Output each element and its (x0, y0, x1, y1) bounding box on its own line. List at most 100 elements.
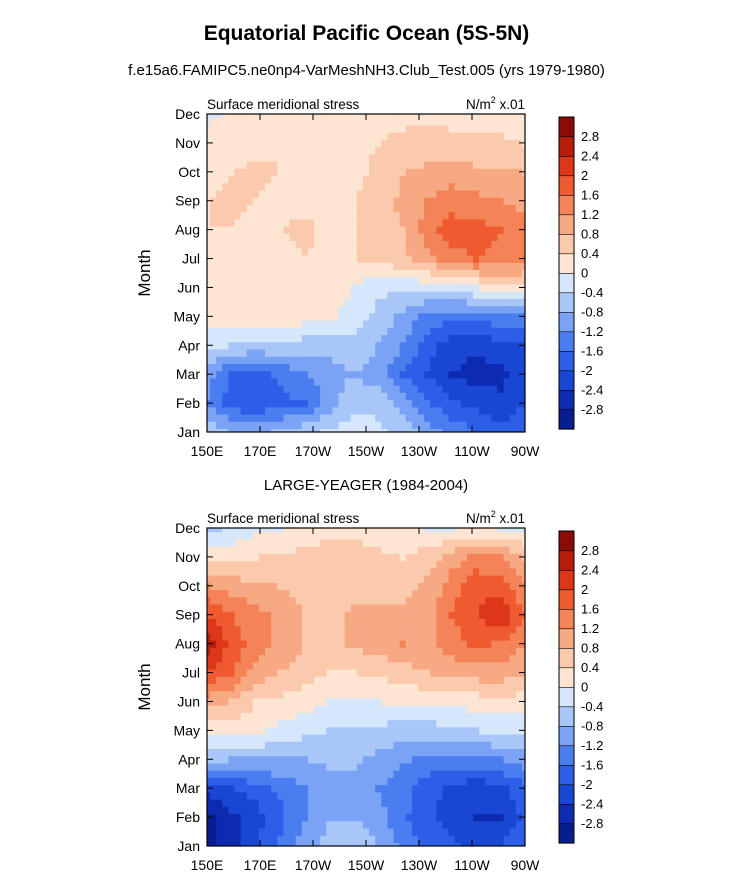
heatmap-cell (216, 262, 223, 270)
heatmap-cell (356, 538, 364, 547)
heatmap-cell (362, 799, 370, 807)
heatmap-cell (442, 283, 450, 292)
heatmap-cell (393, 356, 401, 364)
heatmap-cell (344, 647, 352, 656)
heatmap-cell (338, 827, 346, 836)
heatmap-cell (454, 531, 462, 540)
heatmap-cell (289, 218, 297, 227)
heatmap-cell (338, 153, 346, 162)
heatmap-cell (301, 146, 309, 155)
heatmap-cell (430, 799, 437, 807)
heatmap-cell (375, 762, 382, 771)
heatmap-cell (271, 733, 278, 742)
heatmap-cell (460, 312, 468, 321)
heatmap-cell (381, 813, 389, 822)
heatmap-cell (265, 428, 272, 432)
heatmap-cell (479, 647, 486, 656)
heatmap-cell (338, 777, 346, 786)
heatmap-cell (411, 697, 419, 706)
heatmap-cell (387, 139, 395, 148)
heatmap-cell (320, 611, 327, 619)
heatmap-cell (473, 528, 480, 533)
heatmap-cell (216, 546, 223, 554)
heatmap-cell (320, 712, 327, 721)
heatmap-cell (473, 574, 480, 583)
heatmap-cell (350, 770, 358, 778)
heatmap-cell (332, 560, 340, 569)
heatmap-cell (252, 618, 260, 627)
heatmap-cell (207, 806, 211, 815)
heatmap-cell (473, 334, 480, 343)
heatmap-cell (521, 806, 525, 815)
heatmap-cell (479, 363, 486, 372)
heatmap-cell (497, 189, 505, 198)
heatmap-cell (301, 370, 309, 379)
heatmap-cell (436, 676, 444, 684)
heatmap-cell (350, 647, 358, 656)
heatmap-cell (473, 531, 480, 540)
heatmap-cell (369, 574, 376, 583)
heatmap-cell (417, 683, 425, 692)
heatmap-cell (228, 356, 236, 364)
heatmap-cell (234, 553, 242, 562)
heatmap-cell (485, 168, 492, 177)
heatmap-cell (497, 835, 505, 843)
heatmap-cell (521, 748, 525, 757)
heatmap-cell (258, 283, 266, 292)
heatmap-cell (369, 528, 376, 533)
heatmap-cell (503, 813, 511, 822)
heatmap-cell (252, 269, 260, 278)
heatmap-cell (417, 356, 425, 364)
heatmap-cell (338, 334, 346, 343)
heatmap-cell (326, 168, 333, 177)
heatmap-cell (442, 254, 450, 263)
heatmap-cell (393, 377, 401, 386)
heatmap-cell (503, 356, 511, 364)
heatmap-cell (405, 218, 413, 227)
heatmap-cell (387, 197, 395, 205)
heatmap-cell (430, 835, 437, 843)
heatmap-cell (271, 538, 278, 547)
heatmap-cell (497, 327, 505, 336)
heatmap-cell (207, 276, 211, 285)
heatmap-cell (466, 233, 474, 242)
heatmap-cell (338, 640, 346, 648)
heatmap-cell (228, 820, 236, 829)
heatmap-cell (222, 348, 230, 357)
heatmap-cell (430, 153, 437, 162)
heatmap-cell (515, 406, 523, 415)
heatmap-cell (411, 647, 419, 656)
heatmap-cell (399, 363, 407, 372)
heatmap-cell (356, 334, 364, 343)
heatmap-cell (442, 755, 450, 764)
heatmap-cell (387, 625, 395, 634)
heatmap-cell (436, 827, 444, 836)
heatmap-cell (234, 726, 242, 735)
heatmap-cell (521, 762, 525, 771)
heatmap-cell (417, 567, 425, 576)
y-tick-label-mar: Mar (176, 366, 200, 382)
heatmap-cell (252, 247, 260, 256)
heatmap-cell (393, 334, 401, 343)
heatmap-cell (350, 603, 358, 612)
heatmap-cell (344, 582, 352, 591)
heatmap-cell (362, 262, 370, 270)
heatmap-cell (405, 175, 413, 184)
heatmap-cell (332, 363, 340, 372)
heatmap-cell (207, 712, 211, 721)
heatmap-cell (381, 611, 389, 619)
heatmap-cell (473, 582, 480, 591)
heatmap-cell (350, 560, 358, 569)
heatmap-cell (222, 327, 230, 336)
heatmap-cell (430, 363, 437, 372)
heatmap-cell (362, 748, 370, 757)
heatmap-cell (277, 683, 285, 692)
heatmap-cell (295, 370, 303, 379)
heatmap-cell (283, 334, 291, 343)
heatmap-cell (356, 153, 364, 162)
heatmap-cell (454, 139, 462, 148)
heatmap-cell (479, 291, 486, 299)
heatmap-cell (369, 625, 376, 634)
heatmap-cell (210, 632, 217, 641)
heatmap-cell (503, 835, 511, 843)
